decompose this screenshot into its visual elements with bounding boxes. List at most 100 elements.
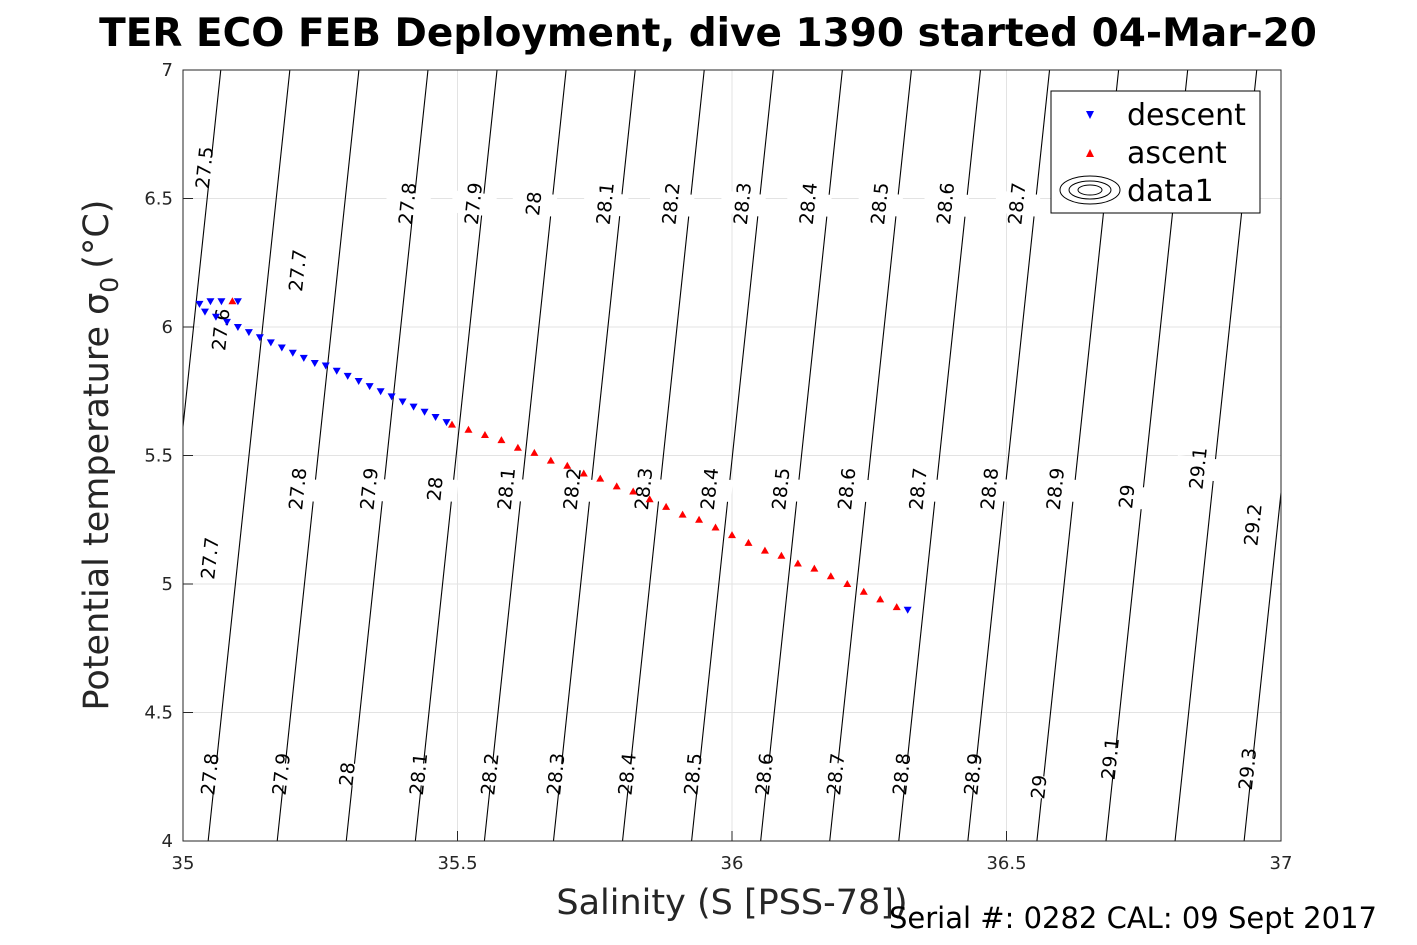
contour-label: 28.2: [658, 181, 684, 225]
contour-label-bg: [467, 760, 514, 788]
contour-label: 28.6: [834, 467, 860, 511]
descent-point: [233, 324, 242, 331]
y-tick-label: 4: [162, 831, 173, 852]
contour-label-bg: [511, 190, 558, 217]
contour-label-bg: [1230, 511, 1277, 539]
contour-label: 28.8: [889, 752, 915, 796]
contour-label: 28.1: [593, 181, 619, 225]
ascent-point: [744, 538, 753, 546]
ascent-point: [596, 474, 605, 482]
ascent-point: [612, 482, 621, 490]
y-axis-ticks: 4 4.5 5 5.5 6 6.5 7: [144, 60, 193, 852]
contour-label-bg: [966, 475, 1014, 503]
contour-label-bg: [187, 760, 234, 788]
x-tick-label: 35: [172, 853, 195, 874]
ascent-point: [793, 559, 802, 567]
contour-label: 28.5: [768, 467, 794, 511]
x-tick-label: 36: [721, 853, 744, 874]
y-axis-label-main: Potential temperature σ: [77, 293, 117, 711]
contour-label: 27.8: [285, 467, 311, 511]
density-contour-line: [1382, 70, 1417, 841]
ascent-point: [645, 495, 654, 503]
ascent-point: [563, 461, 572, 469]
y-tick-label: 6.5: [144, 189, 173, 210]
y-axis-label-unit: (°C): [77, 200, 117, 269]
contour-label-bg: [785, 190, 832, 217]
contour-label: 28.4: [697, 467, 723, 511]
descent-point: [266, 339, 275, 347]
contour-label: 27.7: [285, 248, 311, 292]
descent-point: [233, 298, 242, 306]
data-points: [195, 297, 912, 614]
contour-label-bg: [994, 190, 1041, 217]
contour-label-bg: [758, 475, 805, 503]
ascent-point: [464, 425, 473, 433]
contour-label-bg: [604, 760, 651, 788]
legend-data1-contour-icon: [1059, 175, 1121, 205]
ascent-point: [777, 551, 786, 559]
x-tick-label: 35.5: [437, 853, 477, 874]
ascent-point: [662, 502, 671, 510]
contour-label: 28.4: [796, 181, 822, 225]
descent-point: [387, 393, 396, 401]
contour-labels: 27.527.627.727.8 27.9 28 28.1 28.2 28.3 28.4 28…: [181, 145, 1277, 801]
descent-point: [365, 383, 374, 391]
descent-point: [255, 334, 264, 342]
legend-ascent-label: ascent: [1127, 136, 1227, 171]
descent-point: [195, 300, 204, 308]
descent-point: [244, 329, 253, 337]
contour-label-bg: [824, 475, 871, 503]
contour-label-bg: [857, 190, 904, 217]
contour-label: 29.1: [1098, 737, 1124, 781]
descent-point: [409, 403, 418, 411]
contour-label: 28.8: [977, 467, 1003, 511]
ascent-point: [579, 469, 588, 477]
contour-label: 29.1: [1185, 446, 1211, 490]
contour-label-bg: [741, 760, 788, 788]
contour-label-bg: [687, 475, 734, 503]
chart-title: TER ECO FEB Deployment, dive 1390 starte…: [99, 11, 1317, 56]
contour-label: 27.8: [197, 752, 223, 796]
ascent-point: [678, 510, 687, 518]
descent-point: [206, 298, 215, 306]
contour-label-bg: [181, 154, 228, 181]
y-tick-label: 5.5: [144, 446, 173, 467]
density-contour-line: [207, 70, 291, 841]
density-contour-line: [276, 70, 360, 841]
ascent-point: [546, 456, 555, 464]
x-tick-label: 36.5: [986, 853, 1026, 874]
contour-label: 28.9: [960, 752, 986, 796]
descent-point: [217, 298, 226, 306]
legend-data1-label: data1: [1127, 174, 1214, 209]
contour-label-bg: [385, 190, 432, 217]
contour-label-bg: [813, 760, 860, 788]
contour-label: 27.5: [192, 145, 218, 189]
ascent-point: [228, 297, 237, 305]
y-tick-label: 6: [162, 317, 173, 338]
contour-label: 28.1: [406, 752, 432, 796]
ascent-point: [530, 448, 539, 456]
descent-point: [288, 349, 297, 357]
contour-label: 28.6: [752, 752, 778, 796]
ascent-point: [480, 430, 489, 438]
descent-point: [420, 408, 429, 416]
contour-label: 29.3: [1235, 747, 1261, 791]
contour-label-bg: [621, 475, 668, 503]
ascent-point: [859, 587, 868, 595]
contour-label-bg: [879, 760, 926, 788]
contour-label: 28.2: [477, 752, 503, 796]
descent-point: [299, 354, 308, 362]
contour-label: 28.5: [867, 181, 893, 225]
ascent-point: [695, 515, 704, 523]
x-axis-ticks: 35 35.5 36 36.5 37: [172, 831, 1292, 874]
legend-ascent-marker: [1086, 149, 1094, 157]
contour-label-bg: [483, 475, 530, 503]
ascent-point: [826, 572, 835, 580]
contour-label-bg: [187, 545, 234, 572]
contour-label: 28.7: [1004, 181, 1030, 225]
contour-label-bg: [549, 475, 596, 503]
contour-label: 28: [423, 476, 447, 502]
contour-label-bg: [1225, 755, 1272, 783]
legend-descent-marker: [1086, 111, 1094, 119]
